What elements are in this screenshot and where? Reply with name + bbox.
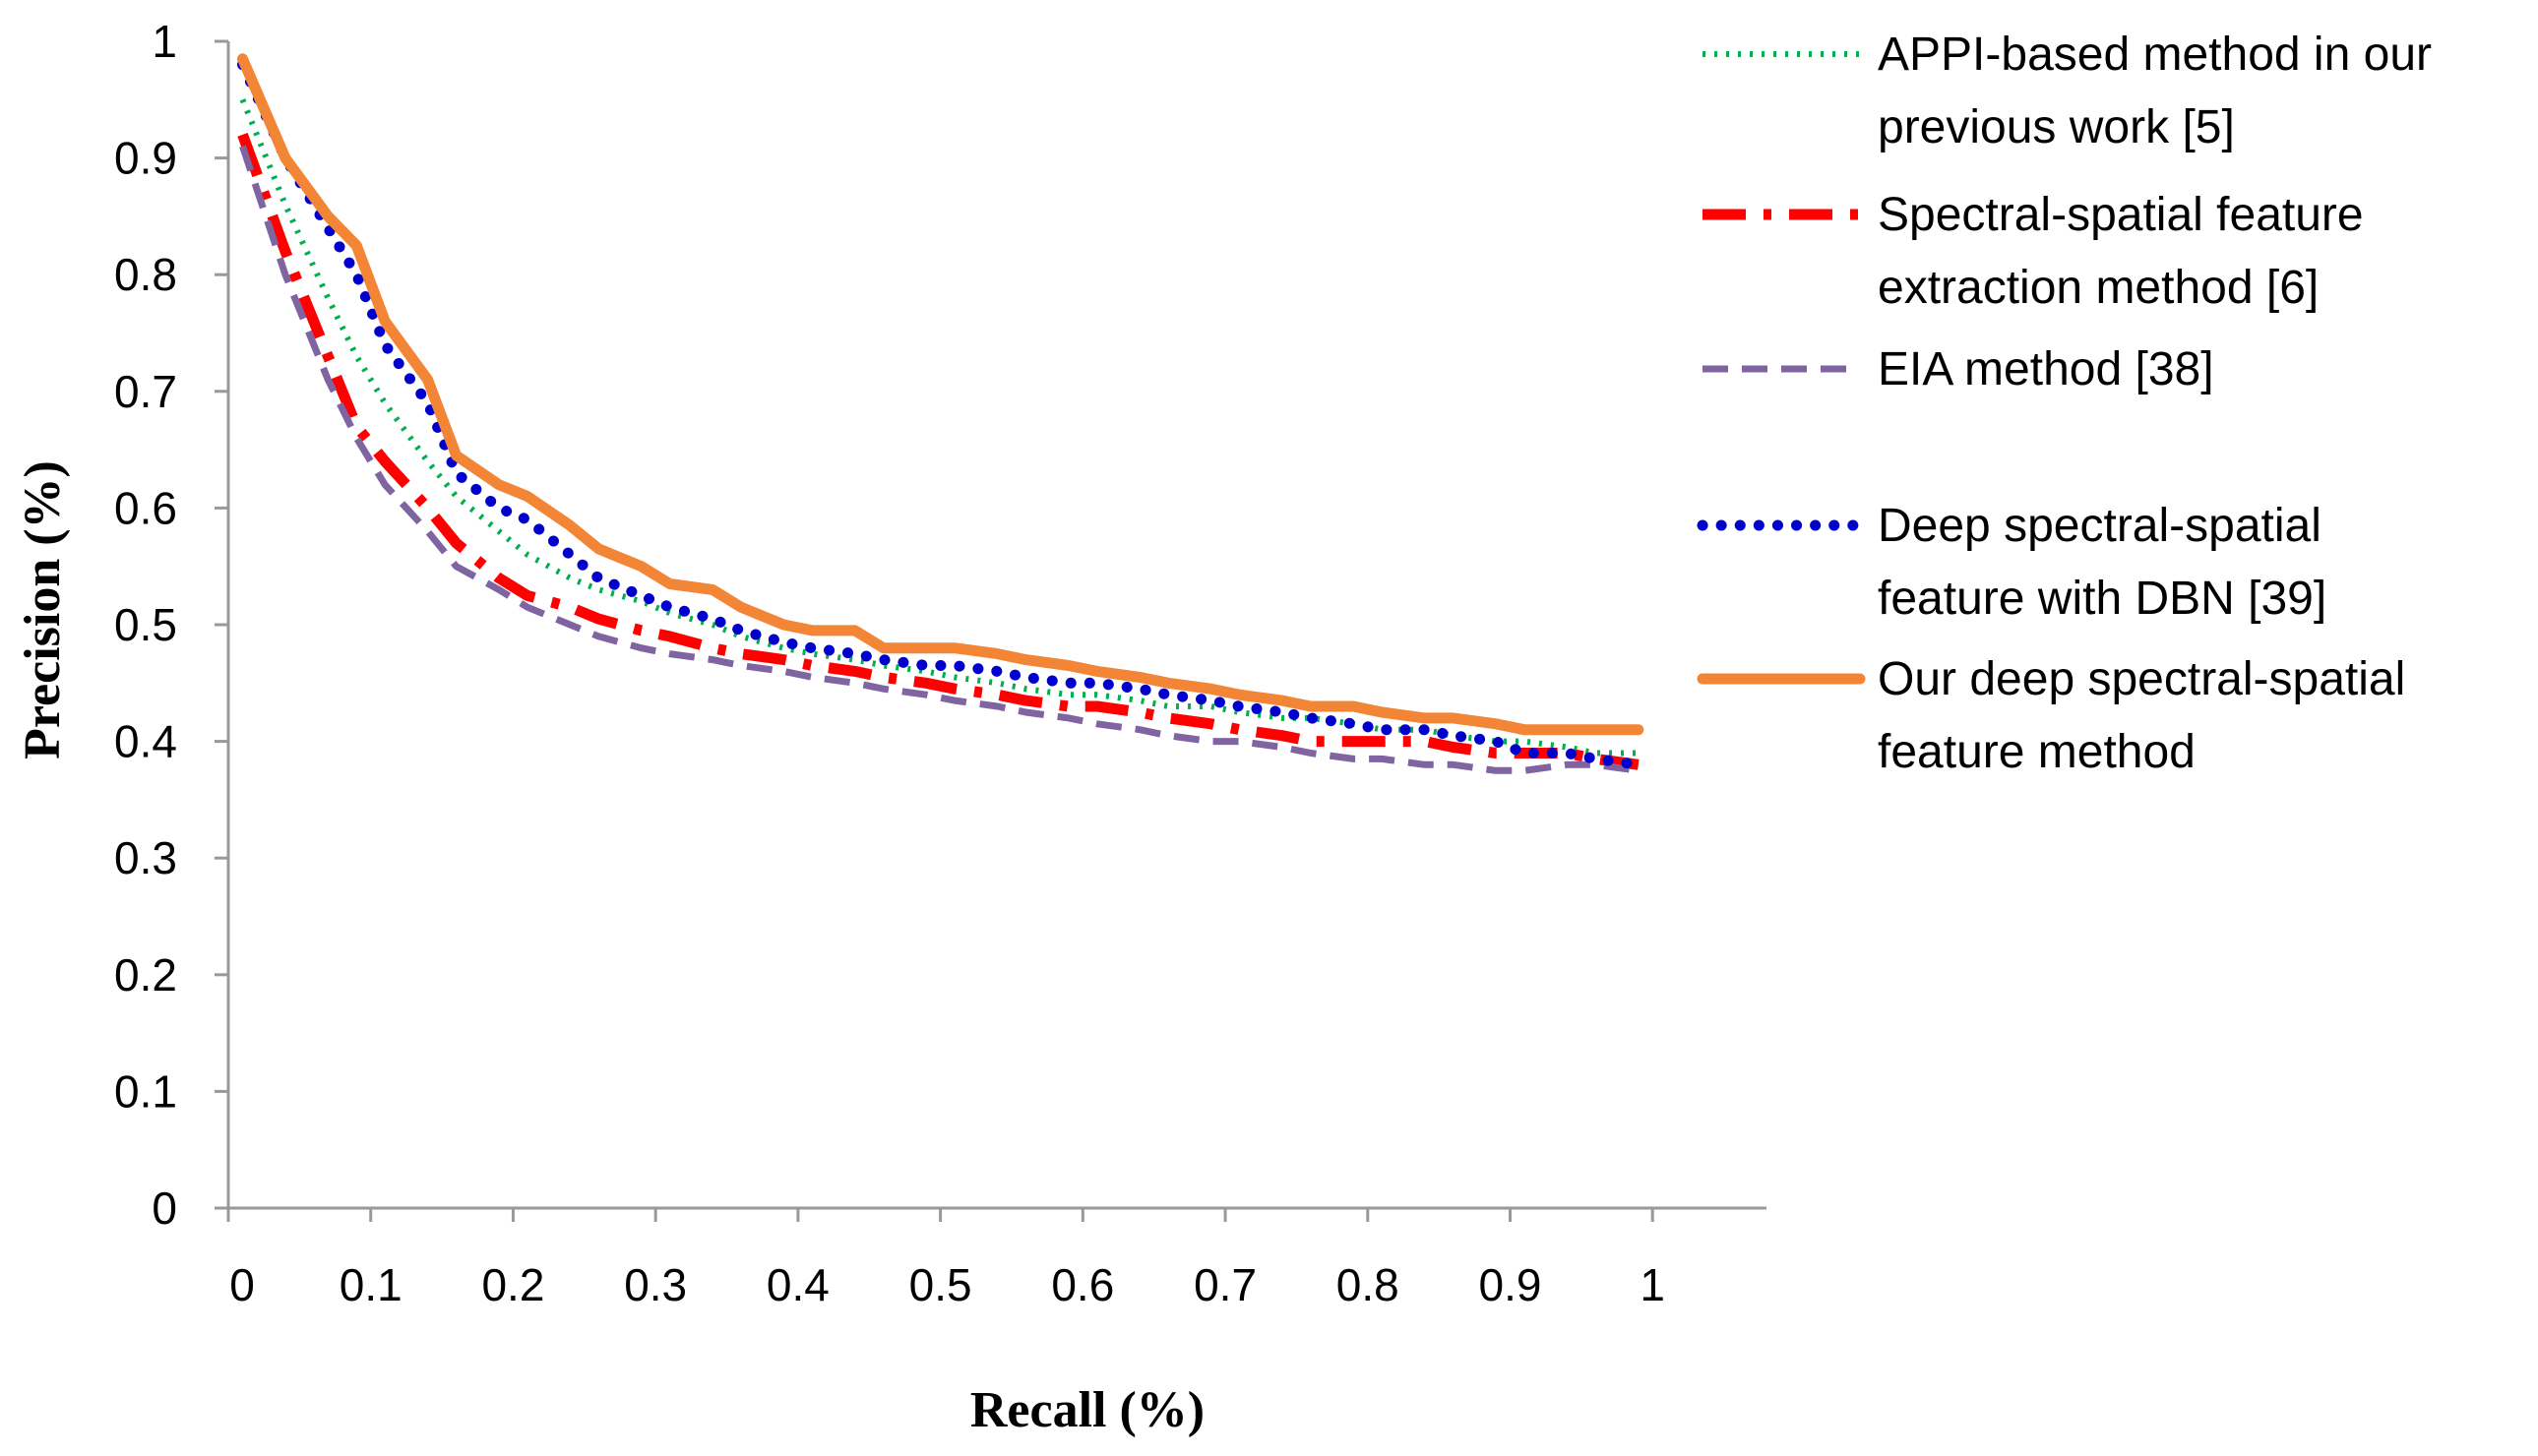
y-ticks: 0 0.1 0.2 0.3 0.4 0.5 0.6 0.7 0.8 0.9 1 [114,16,228,1234]
legend-label: feature method [1878,726,2196,778]
y-tick-label: 1 [152,16,177,67]
y-tick-label: 0.6 [114,482,177,533]
x-tick-label: 0.9 [1479,1259,1542,1310]
x-tick-label: 1 [1640,1259,1665,1310]
legend: APPI-based method in our previous work [5… [1697,29,2432,778]
series-line-4 [237,59,1644,770]
x-tick-label: 0.4 [767,1259,830,1310]
series-line-2 [237,133,1640,770]
legend-entry-4: Deep spectral-spatial feature with DBN [3… [1697,500,2326,625]
legend-label: EIA method [38] [1878,343,2214,395]
x-tick-label: 0.1 [340,1259,402,1310]
legend-label: extraction method [6] [1878,262,2319,314]
y-axis-title: Precision (%) [15,460,71,759]
x-tick-label: 0.7 [1194,1259,1257,1310]
series-line-1 [239,98,1639,757]
legend-entry-1: APPI-based method in our previous work [5… [1702,29,2432,153]
x-tick-label: 0.3 [624,1259,687,1310]
y-tick-label: 0.3 [114,832,177,883]
legend-label: Deep spectral-spatial [1878,500,2321,552]
y-tick-label: 0 [152,1183,177,1234]
legend-label: Our deep spectral-spatial [1878,653,2405,705]
legend-entry-2: Spectral-spatial feature extraction metho… [1702,189,2364,314]
series-layer [237,53,1644,774]
legend-label: Spectral-spatial feature [1878,189,2364,241]
x-tick-label: 0.6 [1051,1259,1114,1310]
series-line-5 [237,53,1644,736]
legend-entry-5: Our deep spectral-spatial feature method [1697,653,2405,778]
x-tick-label: 0.2 [481,1259,544,1310]
legend-label: APPI-based method in our [1878,29,2432,81]
y-tick-label: 0.8 [114,249,177,300]
x-tick-label: 0 [229,1259,255,1310]
x-tick-label: 0.5 [909,1259,972,1310]
x-ticks: 0 0.1 0.2 0.3 0.4 0.5 0.6 0.7 0.8 0.9 1 [226,1208,1665,1310]
legend-label: previous work [5] [1878,101,2235,153]
x-tick-label: 0.8 [1336,1259,1399,1310]
y-tick-label: 0.1 [114,1065,177,1117]
legend-entry-3: EIA method [38] [1702,343,2214,395]
y-tick-label: 0.9 [114,133,177,184]
legend-label: feature with DBN [39] [1878,573,2326,625]
y-tick-label: 0.7 [114,366,177,417]
x-axis-title: Recall (%) [970,1382,1205,1438]
axes: 0 0.1 0.2 0.3 0.4 0.5 0.6 0.7 0.8 0.9 1 0 0.1 0.2 0.3… [114,16,1766,1310]
y-tick-label: 0.5 [114,599,177,650]
y-tick-label: 0.2 [114,949,177,1001]
y-tick-label: 0.4 [114,716,177,767]
